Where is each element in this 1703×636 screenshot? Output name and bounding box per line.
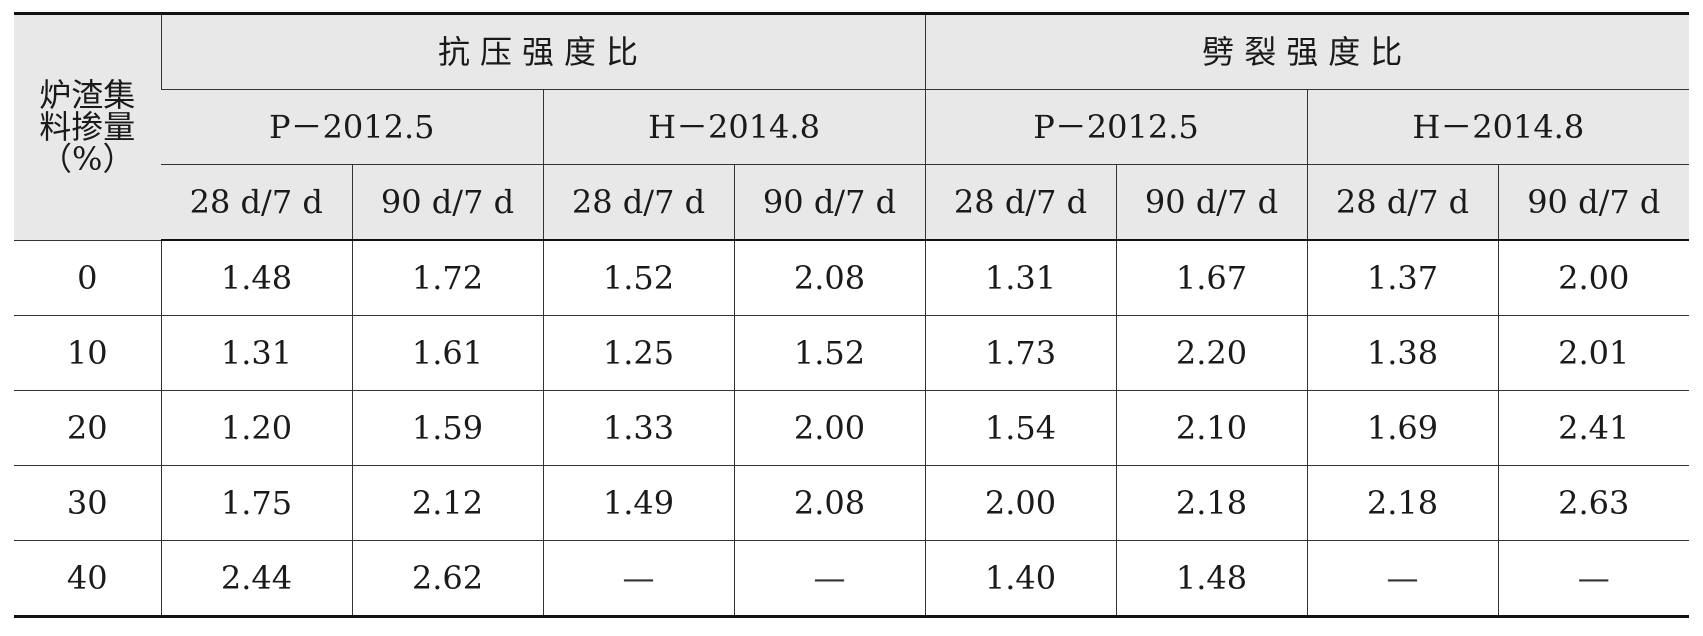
- value-cell: 1.31: [160, 315, 352, 391]
- table-row: 20 1.20 1.59 1.33 2.00 1.54 2.10 1.69 2.…: [14, 390, 1690, 466]
- column-header: 90 d/7 d: [1115, 164, 1308, 241]
- value-cell: 2.08: [733, 465, 926, 541]
- column-header: 28 d/7 d: [161, 164, 352, 241]
- value-cell-empty: —: [1306, 540, 1499, 618]
- value-cell: 2.20: [1115, 315, 1308, 391]
- value-cell: 1.54: [924, 390, 1117, 466]
- subgroup-header: P－2012.5: [924, 89, 1308, 165]
- value-cell: 2.44: [160, 540, 352, 618]
- value-cell: 1.37: [1306, 240, 1499, 316]
- column-header: 28 d/7 d: [542, 164, 734, 241]
- value-cell: 2.00: [733, 390, 926, 466]
- table-row: 40 2.44 2.62 — — 1.40 1.48 — —: [14, 540, 1690, 618]
- dosage-cell: 0: [14, 240, 161, 316]
- subgroup-header: P－2012.5: [161, 89, 543, 165]
- dosage-cell: 20: [14, 390, 161, 466]
- value-cell: 1.20: [160, 390, 352, 466]
- value-cell: 1.40: [924, 540, 1117, 618]
- header-row-groups: 炉渣集 料掺量 （%） 抗压强度比 劈裂强度比: [14, 12, 1690, 241]
- value-cell: 1.52: [733, 315, 926, 391]
- table-row: 10 1.31 1.61 1.25 1.52 1.73 2.20 1.38 2.…: [14, 315, 1690, 391]
- column-header: 90 d/7 d: [733, 164, 926, 241]
- value-cell: 2.63: [1497, 465, 1690, 541]
- value-cell-empty: —: [542, 540, 734, 618]
- value-cell: 2.10: [1115, 390, 1308, 466]
- subgroup-header: H－2014.8: [1306, 89, 1690, 165]
- table-body: 0 1.48 1.72 1.52 2.08 1.31 1.67 1.37 2.0…: [14, 240, 1690, 618]
- value-cell-empty: —: [1497, 540, 1690, 618]
- table-header: 炉渣集 料掺量 （%） 抗压强度比 劈裂强度比 P－2012.5 H－2014.…: [14, 12, 1690, 241]
- column-header: 28 d/7 d: [924, 164, 1117, 241]
- value-cell: 2.41: [1497, 390, 1690, 466]
- dosage-cell: 40: [14, 540, 161, 618]
- header-row-subgroups: P－2012.5 H－2014.8 P－2012.5 H－2014.8: [14, 89, 1690, 165]
- header-row-columns: 28 d/7 d 90 d/7 d 28 d/7 d 90 d/7 d 28 d…: [14, 164, 1690, 241]
- dosage-cell: 30: [14, 465, 161, 541]
- value-cell-empty: —: [733, 540, 926, 618]
- value-cell: 1.38: [1306, 315, 1499, 391]
- value-cell: 2.01: [1497, 315, 1690, 391]
- column-header: 28 d/7 d: [1306, 164, 1499, 241]
- table-row: 0 1.48 1.72 1.52 2.08 1.31 1.67 1.37 2.0…: [14, 240, 1690, 316]
- value-cell: 1.72: [351, 240, 543, 316]
- value-cell: 1.33: [542, 390, 734, 466]
- value-cell: 2.62: [351, 540, 543, 618]
- value-cell: 1.48: [1115, 540, 1308, 618]
- value-cell: 1.59: [351, 390, 543, 466]
- value-cell: 1.75: [160, 465, 352, 541]
- value-cell: 1.61: [351, 315, 543, 391]
- value-cell: 1.73: [924, 315, 1117, 391]
- value-cell: 2.18: [1115, 465, 1308, 541]
- value-cell: 2.00: [924, 465, 1117, 541]
- value-cell: 2.12: [351, 465, 543, 541]
- table-row: 30 1.75 2.12 1.49 2.08 2.00 2.18 2.18 2.…: [14, 465, 1690, 541]
- value-cell: 2.18: [1306, 465, 1499, 541]
- subgroup-header: H－2014.8: [542, 89, 926, 165]
- dosage-cell: 10: [14, 315, 161, 391]
- strength-ratio-table: 炉渣集 料掺量 （%） 抗压强度比 劈裂强度比 P－2012.5 H－2014.…: [14, 12, 1690, 618]
- value-cell: 1.52: [542, 240, 734, 316]
- value-cell: 1.69: [1306, 390, 1499, 466]
- row-header-dosage: 炉渣集 料掺量 （%）: [14, 12, 161, 241]
- value-cell: 1.25: [542, 315, 734, 391]
- value-cell: 2.00: [1497, 240, 1690, 316]
- value-cell: 2.08: [733, 240, 926, 316]
- value-cell: 1.31: [924, 240, 1117, 316]
- value-cell: 1.67: [1115, 240, 1308, 316]
- column-header: 90 d/7 d: [1497, 164, 1690, 241]
- group-header-compressive: 抗压强度比: [160, 12, 926, 90]
- group-header-splitting: 劈裂强度比: [924, 12, 1690, 90]
- column-header: 90 d/7 d: [351, 164, 543, 241]
- value-cell: 1.49: [542, 465, 734, 541]
- value-cell: 1.48: [160, 240, 352, 316]
